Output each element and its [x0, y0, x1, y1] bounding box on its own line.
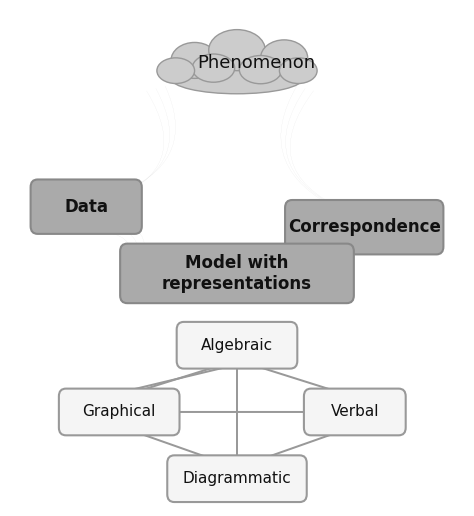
FancyBboxPatch shape: [59, 389, 180, 436]
FancyArrowPatch shape: [127, 86, 175, 190]
Ellipse shape: [171, 63, 303, 94]
FancyArrowPatch shape: [108, 91, 164, 201]
FancyArrowPatch shape: [281, 86, 329, 204]
FancyBboxPatch shape: [167, 455, 307, 502]
Text: Data: Data: [64, 198, 108, 216]
Ellipse shape: [192, 54, 235, 82]
Ellipse shape: [239, 56, 282, 84]
FancyArrowPatch shape: [285, 88, 336, 207]
FancyArrowPatch shape: [137, 432, 210, 458]
FancyArrowPatch shape: [334, 255, 341, 271]
FancyArrowPatch shape: [290, 91, 344, 209]
Text: Graphical: Graphical: [82, 405, 156, 420]
FancyBboxPatch shape: [177, 322, 297, 368]
Ellipse shape: [157, 58, 195, 84]
Text: Algebraic: Algebraic: [201, 338, 273, 353]
Ellipse shape: [171, 42, 218, 78]
FancyArrowPatch shape: [331, 252, 335, 267]
FancyBboxPatch shape: [285, 200, 443, 254]
Ellipse shape: [209, 29, 265, 71]
Text: Phenomenon: Phenomenon: [197, 54, 315, 72]
Text: Verbal: Verbal: [330, 405, 379, 420]
FancyArrowPatch shape: [123, 365, 233, 392]
FancyArrowPatch shape: [117, 89, 170, 196]
FancyBboxPatch shape: [304, 389, 406, 436]
Ellipse shape: [279, 58, 317, 84]
Ellipse shape: [261, 40, 308, 76]
FancyArrowPatch shape: [127, 223, 145, 262]
FancyArrowPatch shape: [264, 432, 337, 458]
FancyArrowPatch shape: [337, 258, 348, 274]
FancyArrowPatch shape: [255, 366, 337, 392]
FancyArrowPatch shape: [137, 366, 219, 392]
Text: Model with
representations: Model with representations: [162, 254, 312, 293]
FancyBboxPatch shape: [31, 180, 142, 234]
FancyArrowPatch shape: [108, 233, 131, 267]
Text: Correspondence: Correspondence: [288, 218, 441, 236]
FancyBboxPatch shape: [120, 244, 354, 303]
Text: Diagrammatic: Diagrammatic: [182, 471, 292, 486]
FancyArrowPatch shape: [117, 228, 138, 264]
